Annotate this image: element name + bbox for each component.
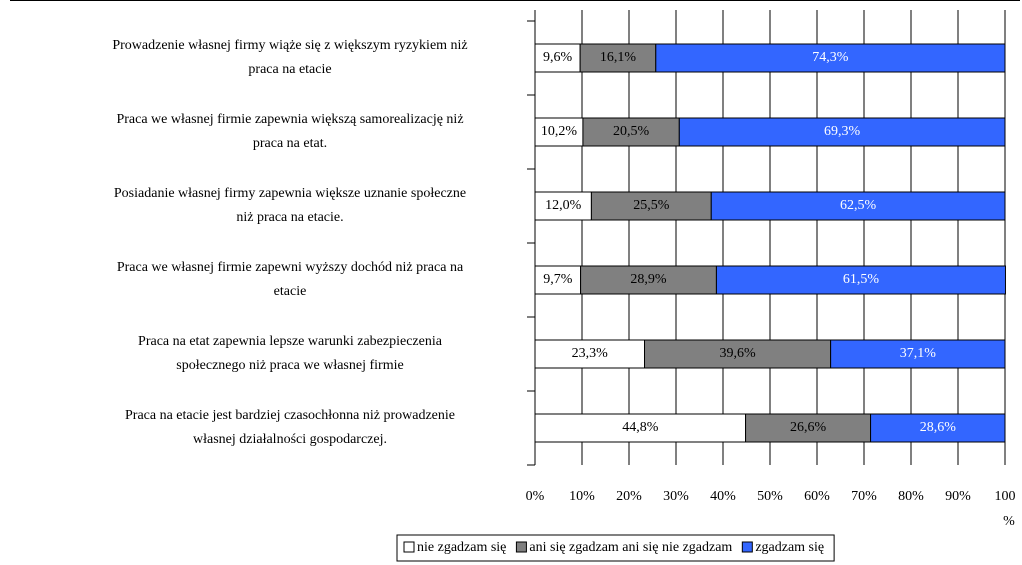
value-label: 26,6%: [790, 420, 827, 435]
value-label: 23,3%: [572, 346, 609, 361]
legend-label: ani się zgadzam ani się nie zgadzam: [529, 540, 732, 555]
x-tick-label-line: 100: [995, 489, 1016, 504]
x-tick-label: 40%: [710, 489, 736, 504]
value-label: 39,6%: [719, 346, 756, 361]
legend-swatch: [515, 541, 527, 553]
category-label: własnej działalności gospodarczej.: [193, 432, 387, 447]
category-label: Praca na etacie jest bardziej czasochłon…: [125, 408, 455, 423]
x-tick-label: 90%: [945, 489, 971, 504]
legend-label: zgadzam się: [755, 540, 824, 555]
bar-segment: [534, 43, 581, 73]
bar-segment: [534, 265, 582, 295]
value-label: 69,3%: [824, 124, 861, 139]
value-label: 9,6%: [543, 50, 573, 65]
bar-segment: [830, 339, 1006, 369]
bar-segment: [715, 265, 1006, 295]
x-tick-label: 0%: [526, 489, 545, 504]
value-label: 20,5%: [613, 124, 650, 139]
value-label: 37,1%: [900, 346, 937, 361]
value-label: 12,0%: [545, 198, 582, 213]
category-label: praca na etat.: [253, 136, 327, 151]
x-tick-label: 70%: [851, 489, 877, 504]
bar-segment: [534, 339, 646, 369]
value-label: 44,8%: [622, 420, 659, 435]
x-tick-label: 30%: [663, 489, 689, 504]
value-label: 28,9%: [630, 272, 667, 287]
category-label: społecznego niż praca we własnej firmie: [176, 358, 403, 373]
bar-segment: [655, 43, 1006, 73]
value-label: 16,1%: [600, 50, 637, 65]
bar-segment: [580, 265, 717, 295]
bar-segment: [590, 191, 712, 221]
bar-segment: [534, 413, 747, 443]
x-tick-label: 50%: [757, 489, 783, 504]
category-label: Prowadzenie własnej firmy wiąże się z wi…: [112, 38, 467, 53]
value-label: 25,5%: [633, 198, 670, 213]
category-label: praca na etacie: [248, 62, 331, 77]
value-label: 28,6%: [920, 420, 957, 435]
x-tick-label: 10%: [569, 489, 595, 504]
legend-box: [396, 534, 835, 562]
x-tick-label: 60%: [804, 489, 830, 504]
bar-segment: [745, 413, 872, 443]
bar-segment: [710, 191, 1006, 221]
legend-swatch: [741, 541, 753, 553]
x-tick-label: 20%: [616, 489, 642, 504]
legend-swatch: [403, 541, 415, 553]
bar-segment: [870, 413, 1006, 443]
category-label: Posiadanie własnej firmy zapewnia większ…: [114, 186, 466, 201]
legend-label: nie zgadzam się: [417, 540, 506, 555]
bar-segment: [579, 43, 657, 73]
category-label: Praca na etat zapewnia lepsze warunki za…: [138, 334, 443, 349]
category-label: etacie: [274, 284, 307, 299]
x-tick-label: 100%: [995, 489, 1016, 529]
value-label: 61,5%: [843, 272, 880, 287]
category-label: niż praca na etacie.: [236, 210, 343, 225]
bar-segment: [678, 117, 1006, 147]
category-label: Praca we własnej firmie zapewnia większą…: [116, 112, 463, 127]
bar-segment: [644, 339, 832, 369]
value-label: 9,7%: [543, 272, 573, 287]
value-label: 74,3%: [812, 50, 849, 65]
x-tick-label-line: %: [1003, 514, 1015, 529]
legend: nie zgadzam się ani się zgadzam ani się n…: [396, 534, 835, 562]
x-tick-label: 80%: [898, 489, 924, 504]
value-label: 62,5%: [840, 198, 877, 213]
value-label: 10,2%: [541, 124, 578, 139]
category-label: Praca we własnej firmie zapewni wyższy d…: [117, 260, 464, 275]
